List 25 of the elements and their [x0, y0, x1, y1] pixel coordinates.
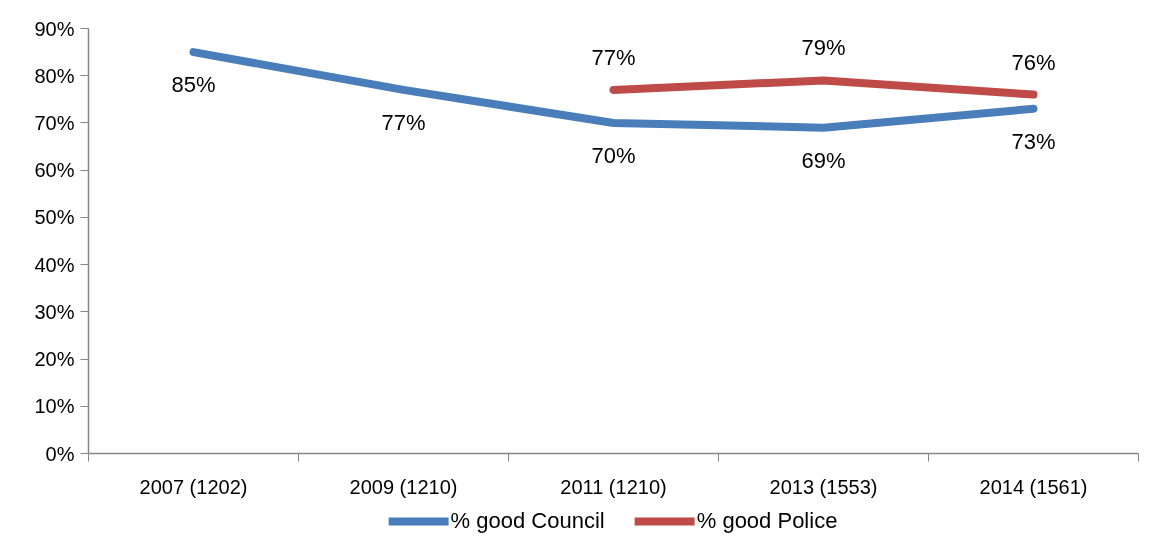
y-tick-label: 60% — [34, 159, 75, 182]
data-label: 77% — [591, 44, 636, 70]
y-tick-label: 40% — [34, 253, 75, 276]
x-tick-label: 2014 (1561) — [979, 475, 1088, 498]
y-tick-label: 90% — [34, 17, 75, 40]
y-tick-label: 20% — [34, 348, 75, 371]
x-tick-label: 2007 (1202) — [139, 475, 248, 498]
x-tick-label: 2013 (1553) — [769, 475, 878, 498]
data-label: 76% — [1011, 49, 1056, 75]
data-label: 79% — [801, 35, 846, 61]
y-tick-label: 30% — [34, 300, 75, 323]
data-label: 69% — [801, 147, 846, 173]
x-tick-label: 2011 (1210) — [560, 475, 667, 498]
x-tick-label: 2009 (1210) — [349, 475, 458, 498]
legend-label: % good Police — [696, 508, 838, 534]
data-label: 70% — [591, 142, 636, 168]
data-label: 85% — [171, 72, 216, 98]
y-tick-label: 50% — [34, 206, 75, 229]
legend-label: % good Council — [450, 508, 605, 534]
data-label: 77% — [381, 109, 426, 135]
y-tick-label: 70% — [34, 111, 75, 134]
y-tick-label: 10% — [34, 395, 75, 418]
y-tick-label: 0% — [45, 442, 75, 465]
y-tick-label: 80% — [34, 64, 75, 87]
data-label: 73% — [1011, 128, 1056, 154]
